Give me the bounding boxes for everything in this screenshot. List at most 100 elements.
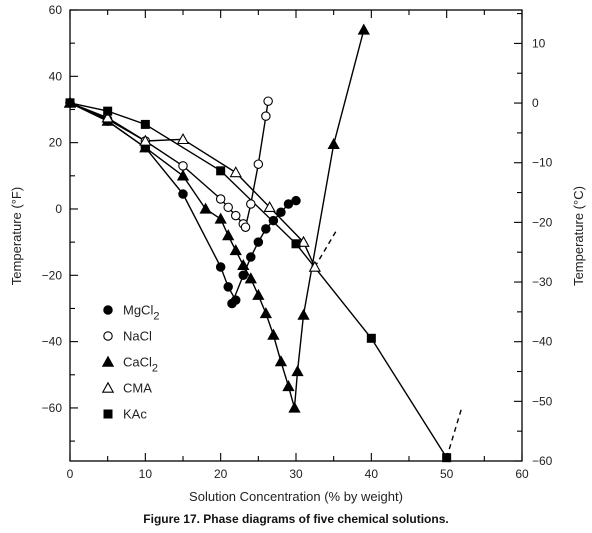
legend-label-cacl2: CaCl2 bbox=[123, 355, 158, 375]
data-point-nacl bbox=[261, 111, 271, 121]
y-tick-label-right: −30 bbox=[532, 275, 553, 289]
legend-marker-mgcl2 bbox=[103, 305, 113, 315]
data-point-cacl2 bbox=[222, 229, 235, 241]
data-point-cacl2 bbox=[259, 307, 273, 319]
y-tick-label-right: −60 bbox=[532, 454, 553, 468]
data-point-cacl2 bbox=[252, 288, 265, 300]
legend-marker-cma bbox=[101, 381, 115, 393]
data-point-mgcl2 bbox=[268, 215, 279, 226]
phase-diagram-chart: 0 10 20 30 40 50 60−60−40−200204060−60−50−40−3… bbox=[9, 3, 586, 504]
curve-mgcl2 bbox=[69, 102, 237, 301]
dashed-extension-kac bbox=[446, 407, 463, 458]
data-point-cma bbox=[308, 260, 321, 272]
y-tick-label-left: 0 bbox=[55, 202, 62, 216]
data-point-cma bbox=[139, 134, 152, 146]
data-point-cacl2 bbox=[244, 272, 257, 284]
data-point-cacl2 bbox=[291, 365, 304, 377]
curve-nacl bbox=[69, 101, 269, 228]
data-point-cacl2 bbox=[267, 328, 280, 340]
data-point-cma bbox=[101, 111, 114, 123]
data-point-mgcl2 bbox=[276, 207, 286, 218]
x-tick-label: 30 bbox=[289, 467, 303, 481]
y-axis-label-left: Temperature (°F) bbox=[9, 187, 24, 285]
data-point-kac bbox=[65, 98, 75, 108]
data-point-nacl bbox=[246, 199, 256, 209]
y-tick-label-right: 0 bbox=[532, 96, 539, 110]
y-tick-label-left: 40 bbox=[49, 69, 63, 83]
data-point-mgcl2 bbox=[223, 282, 233, 292]
data-point-mgcl2 bbox=[178, 189, 188, 199]
data-point-nacl bbox=[263, 96, 273, 106]
legend-label-cma: CMA bbox=[123, 381, 152, 396]
y-tick-label-right: 10 bbox=[532, 36, 546, 50]
y-tick-label-left: −40 bbox=[42, 335, 63, 349]
data-point-kac bbox=[140, 119, 150, 129]
data-point-cacl2 bbox=[297, 308, 310, 320]
data-point-nacl bbox=[253, 159, 264, 169]
x-tick-label: 40 bbox=[365, 467, 379, 481]
data-point-mgcl2 bbox=[291, 195, 301, 206]
data-point-cma bbox=[297, 235, 310, 247]
data-point-kac bbox=[366, 333, 376, 343]
data-point-cacl2 bbox=[288, 401, 301, 413]
data-point-mgcl2 bbox=[261, 224, 271, 234]
legend-label-kac: KAc bbox=[123, 407, 147, 422]
x-tick-label: 20 bbox=[214, 467, 228, 481]
data-point-mgcl2 bbox=[246, 252, 256, 262]
data-point-mgcl2 bbox=[227, 298, 237, 309]
y-tick-label-left: −20 bbox=[42, 268, 63, 282]
data-point-kac bbox=[216, 166, 226, 176]
curve-mgcl2 bbox=[231, 200, 297, 304]
data-point-cacl2 bbox=[357, 23, 370, 35]
data-point-mgcl2 bbox=[253, 237, 264, 247]
y-tick-label-right: −50 bbox=[532, 394, 553, 408]
y-axis-label-right: Temperature (°C) bbox=[571, 186, 586, 286]
dashed-extension-cma bbox=[314, 228, 339, 268]
data-point-nacl bbox=[230, 210, 241, 221]
axis-ticks: 0 10 20 30 40 50 60−60−40−200204060−60−50−40−3… bbox=[42, 3, 553, 481]
data-point-cacl2 bbox=[214, 212, 227, 224]
data-point-kac bbox=[291, 239, 301, 249]
data-point-cacl2 bbox=[199, 202, 212, 214]
legend-marker-cacl2 bbox=[101, 355, 115, 367]
data-point-mgcl2 bbox=[238, 270, 249, 281]
data-point-cma bbox=[263, 200, 276, 213]
y-tick-label-left: −60 bbox=[42, 401, 63, 415]
data-point-cacl2 bbox=[282, 380, 295, 392]
data-point-nacl bbox=[215, 194, 226, 204]
data-point-cacl2 bbox=[237, 259, 250, 271]
x-tick-label: 10 bbox=[139, 467, 153, 481]
figure-caption: Figure 17. Phase diagrams of five chemic… bbox=[143, 512, 449, 526]
data-point-cacl2 bbox=[274, 355, 288, 367]
y-tick-label-right: −20 bbox=[532, 215, 553, 229]
data-point-nacl bbox=[223, 202, 233, 213]
y-tick-label-right: −40 bbox=[532, 335, 553, 349]
data-point-nacl bbox=[240, 222, 251, 232]
data-point-cacl2 bbox=[327, 137, 340, 150]
data-point-mgcl2 bbox=[215, 262, 226, 272]
y-tick-label-left: 20 bbox=[49, 136, 63, 150]
y-tick-label-left: 60 bbox=[49, 3, 63, 17]
curve-cma bbox=[69, 102, 316, 268]
data-point-kac bbox=[103, 106, 113, 116]
legend: MgCl2 NaCl CaCl2 CMA KAc bbox=[101, 303, 159, 422]
legend-label-nacl: NaCl bbox=[123, 329, 152, 344]
curve-cacl2 bbox=[69, 29, 365, 409]
data-point-cacl2 bbox=[139, 141, 152, 153]
data-point-cacl2 bbox=[229, 244, 242, 256]
legend-label-mgcl2: MgCl2 bbox=[123, 303, 159, 323]
y-tick-label-right: −10 bbox=[532, 156, 553, 170]
x-tick-label: 50 bbox=[440, 467, 454, 481]
data-point-cma bbox=[229, 166, 242, 178]
data-point-cacl2 bbox=[176, 169, 190, 181]
legend-marker-kac bbox=[103, 409, 113, 419]
curve-kac bbox=[69, 102, 448, 459]
x-tick-label: 0 bbox=[67, 467, 74, 481]
data-point-kac bbox=[442, 453, 452, 463]
x-tick-label: 60 bbox=[515, 467, 529, 481]
data-point-nacl bbox=[178, 161, 188, 171]
series-markers bbox=[63, 23, 452, 463]
data-point-cma bbox=[176, 132, 190, 145]
legend-marker-nacl bbox=[103, 331, 113, 341]
x-axis-label: Solution Concentration (% by weight) bbox=[189, 489, 403, 504]
